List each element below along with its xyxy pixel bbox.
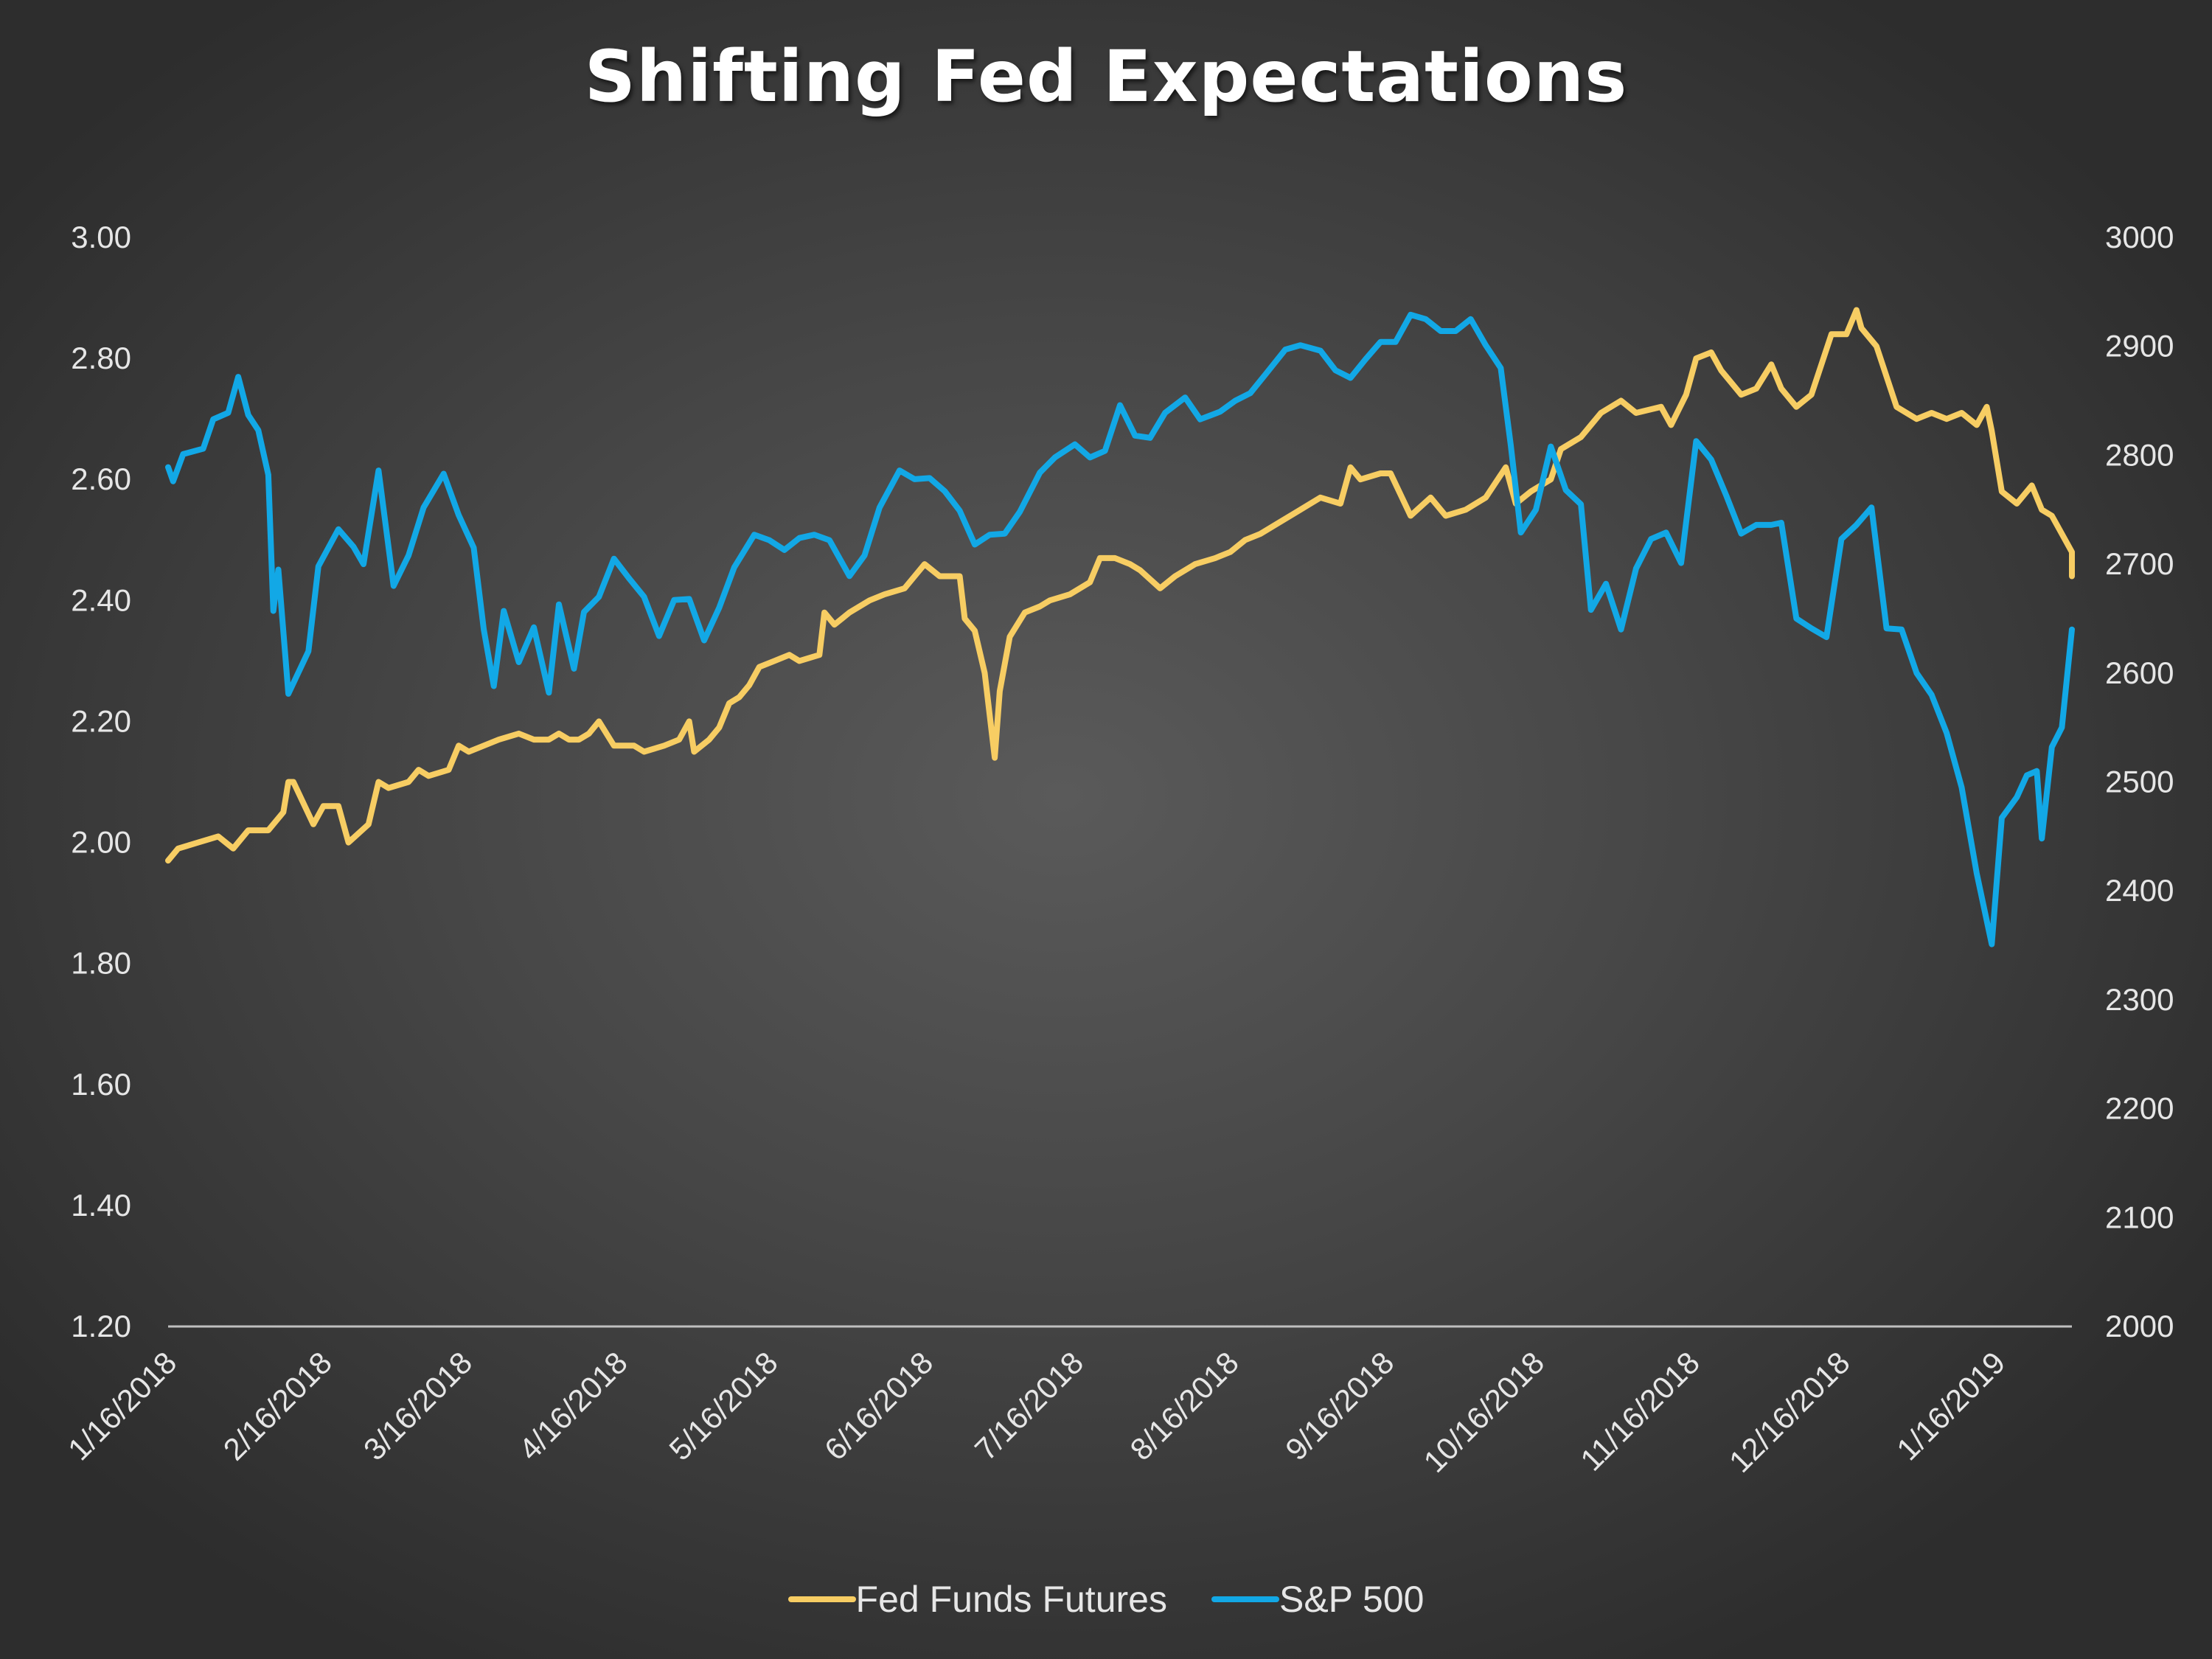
x-tick-label: 12/16/2018 (1722, 1345, 1857, 1479)
x-tick-label: 10/16/2018 (1416, 1345, 1551, 1479)
left-tick-label: 1.60 (71, 1067, 131, 1102)
legend-item-fed: Fed Funds Futures (787, 1578, 1167, 1621)
legend-item-sp: S&P 500 (1211, 1578, 1424, 1621)
left-tick-label: 2.80 (71, 341, 131, 375)
x-tick-label: 2/16/2018 (217, 1345, 338, 1467)
chart-title: Shifting Fed Expectations (584, 35, 1628, 118)
x-tick-label: 5/16/2018 (662, 1345, 784, 1467)
left-tick-label: 2.20 (71, 703, 131, 738)
right-tick-label: 2700 (2105, 546, 2174, 581)
series-lines (165, 307, 2075, 947)
series-line-sp500 (165, 311, 2075, 947)
x-tick-label: 6/16/2018 (818, 1345, 939, 1467)
x-tick-label: 7/16/2018 (968, 1345, 1090, 1467)
right-tick-label: 2100 (2105, 1200, 2174, 1234)
x-tick-label: 3/16/2018 (357, 1345, 479, 1467)
left-tick-label: 2.60 (71, 462, 131, 496)
x-tick-label: 9/16/2018 (1279, 1345, 1400, 1467)
right-tick-label: 2400 (2105, 873, 2174, 908)
legend-swatch-sp (1211, 1596, 1279, 1602)
legend-swatch-fed (787, 1596, 856, 1602)
right-tick-label: 2300 (2105, 982, 2174, 1017)
left-tick-label: 2.40 (71, 582, 131, 617)
left-tick-label: 2.00 (71, 825, 131, 860)
x-axis: 1/16/2018 2/16/2018 3/16/2018 4/16/2018 5/16… (61, 1345, 2011, 1479)
x-tick-label: 4/16/2018 (512, 1345, 634, 1467)
right-tick-label: 2200 (2105, 1091, 2174, 1126)
x-tick-label: 8/16/2018 (1123, 1345, 1245, 1467)
series-line-fed-funds-futures (165, 307, 2075, 864)
left-tick-label: 1.40 (71, 1188, 131, 1222)
legend-label-sp: S&P 500 (1279, 1579, 1425, 1620)
right-tick-label: 2900 (2105, 329, 2174, 364)
x-tick-label: 1/16/2018 (61, 1345, 183, 1467)
left-tick-label: 3.00 (71, 220, 131, 254)
right-tick-label: 2000 (2105, 1309, 2174, 1343)
x-tick-label: 11/16/2018 (1573, 1345, 1706, 1478)
x-tick-label: 1/16/2019 (1890, 1345, 2011, 1467)
right-y-axis: 3000 2900 2800 2700 2600 2500 2400 2300 2200 2100… (2105, 220, 2174, 1343)
left-tick-label: 1.80 (71, 946, 131, 981)
right-tick-label: 2500 (2105, 765, 2174, 799)
legend-label-fed: Fed Funds Futures (855, 1579, 1167, 1620)
left-tick-label: 1.20 (71, 1309, 131, 1343)
left-y-axis: 3.00 2.80 2.60 2.40 2.20 2.00 1.80 1.60 1.40 1.20 (71, 220, 131, 1343)
right-tick-label: 2800 (2105, 437, 2174, 472)
right-tick-label: 3000 (2105, 220, 2174, 254)
legend: Fed Funds Futures S&P 500 (0, 1578, 2212, 1621)
right-tick-label: 2600 (2105, 655, 2174, 690)
